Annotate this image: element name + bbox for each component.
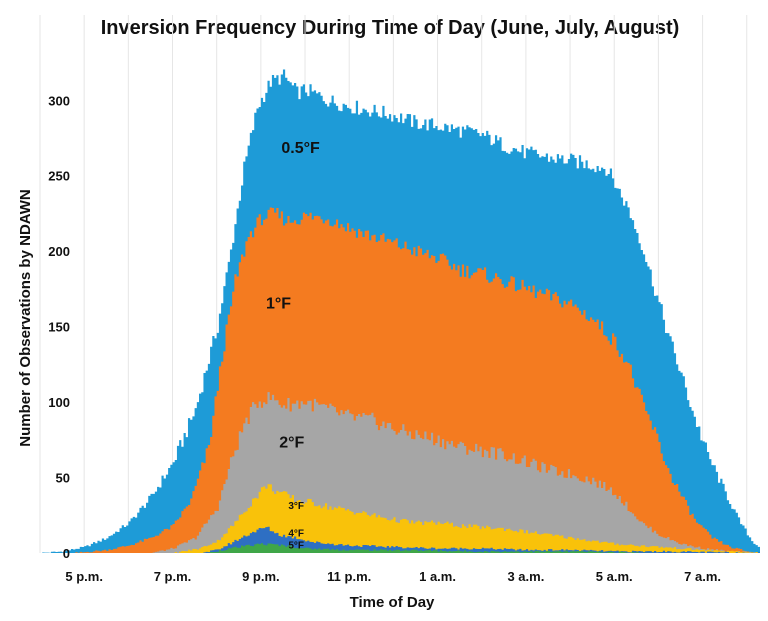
y-tick-label: 150 [48,320,70,335]
series-area-4°F [40,526,760,553]
series-label: 1°F [266,296,291,313]
y-tick-label: 100 [48,395,70,410]
series-label: 3°F [288,501,304,512]
series-area-1°F [40,207,760,553]
y-tick-label: 300 [48,93,70,108]
x-axis-ticks: 5 p.m. 7 p.m. 9 p.m. 11 p.m. 1 a.m. 3 a.m. 5 a… [65,569,721,584]
x-tick-label: 7 p.m. [154,569,192,584]
series-label: 5°F [288,540,304,551]
y-tick-label: 200 [48,244,70,259]
y-tick-label: 250 [48,169,70,184]
x-tick-label: 7 a.m. [684,569,721,584]
y-axis-ticks: 0 50 100 150 200 250 300 [48,93,70,561]
series-area-3°F [40,484,760,553]
x-tick-label: 11 p.m. [327,569,371,584]
stacked-series [40,69,760,553]
x-tick-label: 3 a.m. [507,569,544,584]
y-tick-label: 0 [63,546,70,561]
x-tick-label: 5 a.m. [596,569,633,584]
y-axis-label: Number of Observations by NDAWN [17,189,34,447]
x-tick-label: 5 p.m. [65,569,103,584]
series-label: 4°F [288,528,304,539]
series-labels: 0.5°F 1°F 2°F 3°F 4°F5°F [266,140,320,551]
chart-title: Inversion Frequency During Time of Day (… [101,17,680,39]
series-label: 0.5°F [281,140,320,157]
series-area-2°F [40,392,760,553]
x-tick-label: 9 p.m. [242,569,280,584]
series-label: 2°F [279,434,304,451]
series-area-5°F [40,543,760,553]
x-axis-label: Time of Day [350,594,435,611]
y-tick-label: 50 [56,471,70,486]
x-tick-label: 1 a.m. [419,569,456,584]
